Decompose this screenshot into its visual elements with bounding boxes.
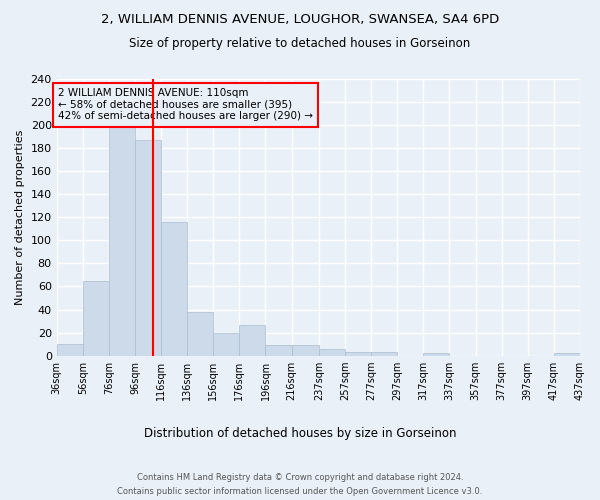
Bar (161, 222, 187, 356)
Bar (424, 354, 449, 356)
Bar (554, 354, 580, 356)
Text: Contains public sector information licensed under the Open Government Licence v3: Contains public sector information licen… (118, 488, 482, 496)
Bar (319, 348, 345, 356)
Text: Distribution of detached houses by size in Gorseinon: Distribution of detached houses by size … (144, 428, 456, 440)
Bar (56, 344, 83, 356)
Text: 2 WILLIAM DENNIS AVENUE: 110sqm
← 58% of detached houses are smaller (395)
42% o: 2 WILLIAM DENNIS AVENUE: 110sqm ← 58% of… (58, 88, 313, 122)
Bar (292, 346, 319, 356)
Text: Size of property relative to detached houses in Gorseinon: Size of property relative to detached ho… (130, 38, 470, 51)
Text: Contains HM Land Registry data © Crown copyright and database right 2024.: Contains HM Land Registry data © Crown c… (137, 472, 463, 482)
Bar (345, 352, 371, 356)
Bar (239, 324, 265, 356)
Bar (213, 332, 239, 355)
Bar (83, 280, 109, 355)
Y-axis label: Number of detached properties: Number of detached properties (15, 130, 25, 305)
Bar (135, 140, 161, 356)
Bar (265, 346, 292, 356)
Bar (109, 125, 135, 356)
Bar (187, 312, 213, 356)
Text: 2, WILLIAM DENNIS AVENUE, LOUGHOR, SWANSEA, SA4 6PD: 2, WILLIAM DENNIS AVENUE, LOUGHOR, SWANS… (101, 12, 499, 26)
Bar (371, 352, 397, 356)
